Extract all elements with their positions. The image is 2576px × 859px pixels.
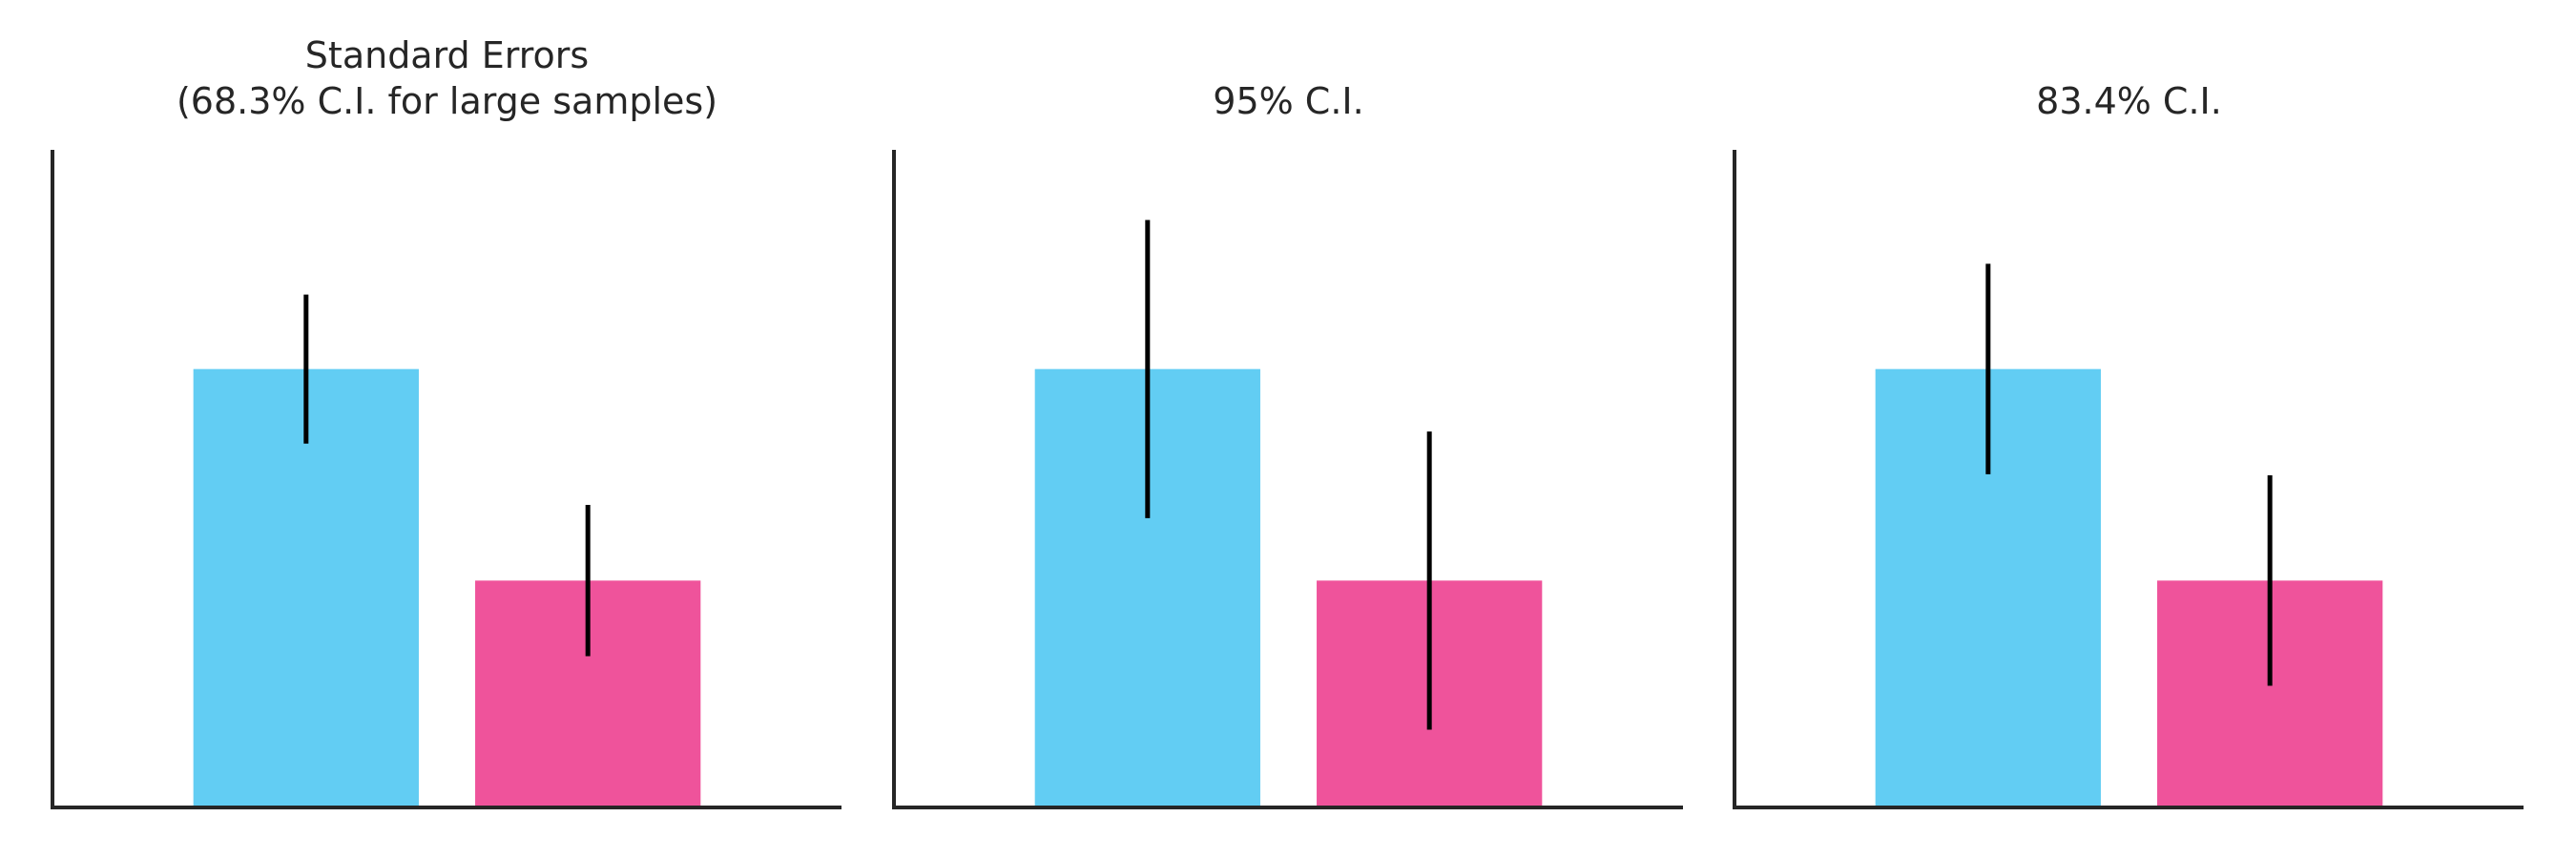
chart-title: 95% C.I. — [1213, 79, 1364, 122]
chart-title: 83.4% C.I. — [2036, 79, 2222, 122]
chart-title: Standard Errors (68.3% C.I. for large sa… — [176, 34, 718, 122]
